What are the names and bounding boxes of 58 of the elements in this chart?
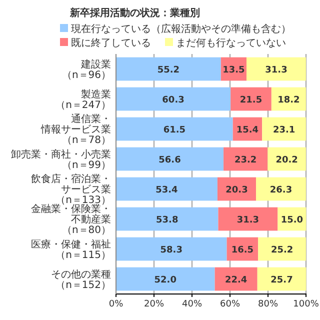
data-label: 25.2 xyxy=(270,246,294,256)
data-label: 58.3 xyxy=(160,246,182,256)
bar xyxy=(116,237,227,261)
x-tick-label: 40% xyxy=(182,299,202,310)
data-label: 15.0 xyxy=(280,216,304,226)
bar xyxy=(258,237,306,261)
bar xyxy=(116,177,218,201)
x-tick-label: 100% xyxy=(293,299,320,310)
legend-label: 現在行なっている（広報活動やその準備も含む） xyxy=(71,23,291,35)
bar xyxy=(257,267,306,291)
y-tick-label: 製造業（n＝247） xyxy=(56,88,111,111)
data-label: 53.8 xyxy=(156,216,178,226)
data-label: 18.2 xyxy=(278,96,300,106)
x-tick-label: 0% xyxy=(108,299,124,310)
data-label: 22.4 xyxy=(224,276,248,286)
data-label: 16.5 xyxy=(231,246,254,256)
data-label: 52.0 xyxy=(154,276,177,286)
data-label: 25.7 xyxy=(270,276,293,286)
x-tick-label: 20% xyxy=(144,299,164,310)
bar xyxy=(116,207,218,231)
y-tick-label: 医療・保健・福祉（n＝115） xyxy=(31,238,111,261)
bar xyxy=(116,267,215,291)
bar xyxy=(262,117,306,141)
bar xyxy=(116,117,233,141)
data-label: 13.5 xyxy=(222,66,245,76)
bar xyxy=(230,87,272,111)
data-label: 23.1 xyxy=(272,126,296,136)
data-label: 61.5 xyxy=(163,126,186,136)
x-tick-label: 60% xyxy=(220,299,240,310)
chart-title: 新卒採用活動の状況：業種別 xyxy=(69,7,200,19)
data-label: 21.5 xyxy=(240,96,262,106)
data-label: 31.3 xyxy=(265,66,288,76)
bar xyxy=(116,147,224,171)
bar xyxy=(256,177,306,201)
legend-label: まだ何も行なっていない xyxy=(176,38,286,49)
y-tick-label: 金融業・保険業・不動産業（n＝80） xyxy=(31,203,111,236)
data-label: 56.6 xyxy=(158,156,181,166)
data-label: 60.3 xyxy=(162,96,184,106)
data-label: 53.4 xyxy=(156,186,178,196)
bar xyxy=(218,207,278,231)
y-tick-label: その他の業種（n＝152） xyxy=(51,268,111,291)
data-label: 31.3 xyxy=(236,216,260,226)
y-tick-label: 通信業・情報サービス業（n＝78） xyxy=(40,113,111,146)
data-label: 15.4 xyxy=(236,126,259,136)
x-tick-label: 80% xyxy=(258,299,278,310)
bar xyxy=(116,57,221,81)
bar xyxy=(224,147,268,171)
data-label: 26.3 xyxy=(270,186,292,196)
y-tick-label: 卸売業・商社・小売業（n＝99） xyxy=(11,148,111,171)
data-label: 20.2 xyxy=(276,156,298,166)
data-label: 55.2 xyxy=(157,66,180,76)
data-label: 20.3 xyxy=(226,186,248,196)
bar xyxy=(214,267,258,291)
bar xyxy=(246,57,306,81)
data-label: 23.2 xyxy=(234,156,257,166)
y-tick-label: 建設業（n＝96） xyxy=(62,58,111,81)
bar xyxy=(116,87,231,111)
legend-label: 既に終了している xyxy=(71,37,151,49)
